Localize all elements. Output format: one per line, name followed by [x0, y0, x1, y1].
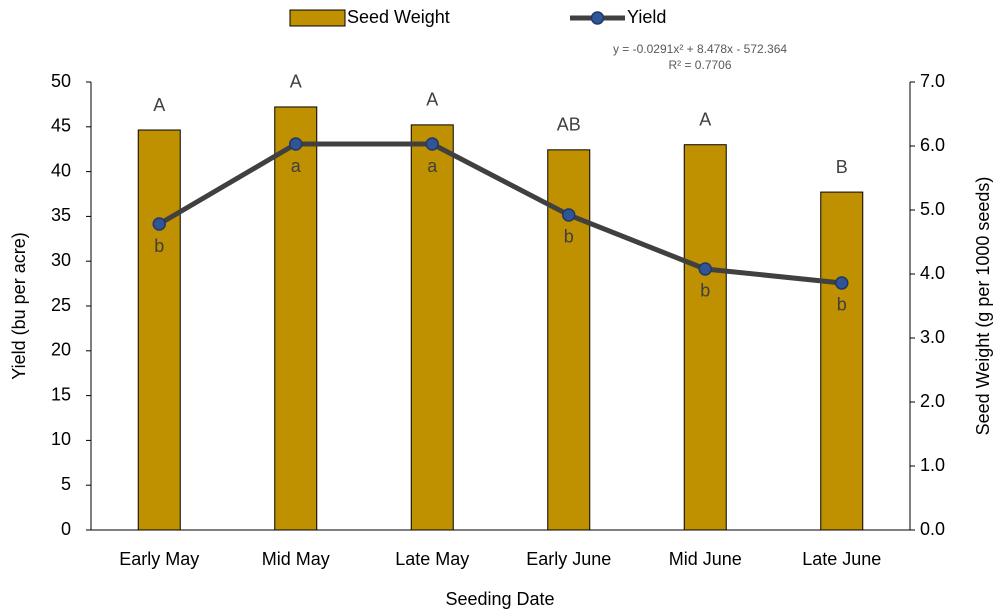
- trendline-equation: y = -0.0291x² + 8.478x - 572.364: [613, 42, 787, 56]
- x-tick-label: Early May: [119, 549, 199, 569]
- line-marker: [698, 262, 712, 276]
- x-tick-label: Late June: [802, 549, 881, 569]
- y-tick-label: 0: [61, 519, 71, 539]
- y-tick-label: 20: [51, 340, 71, 360]
- line-letter: a: [291, 156, 302, 176]
- line-letter: b: [837, 295, 847, 315]
- line-marker: [835, 276, 849, 290]
- line-letter: b: [154, 236, 164, 256]
- x-tick-label: Late May: [395, 549, 469, 569]
- y-tick-label: 15: [51, 384, 71, 404]
- y2-tick-label: 4.0: [920, 263, 945, 283]
- y-tick-label: 5: [61, 474, 71, 494]
- bar: [683, 144, 727, 531]
- y-tick-label: 40: [51, 160, 71, 180]
- y2-tick-label: 6.0: [920, 135, 945, 155]
- legend-label: Seed Weight: [347, 7, 450, 27]
- y-tick-label: 45: [51, 116, 71, 136]
- legend-swatch: [289, 9, 346, 27]
- y-tick-label: 50: [51, 71, 71, 91]
- line: [157, 141, 843, 286]
- bar: [410, 124, 454, 531]
- bar-letter: AB: [557, 115, 581, 135]
- trendline-r2: R² = 0.7706: [668, 58, 731, 72]
- y-tick-label: 30: [51, 250, 71, 270]
- y2-tick-label: 7.0: [920, 71, 945, 91]
- y-tick-label: 10: [51, 429, 71, 449]
- y2-tick-label: 5.0: [920, 199, 945, 219]
- line-letter: a: [427, 156, 438, 176]
- x-tick-label: Mid June: [669, 549, 742, 569]
- legend-label: Yield: [627, 7, 666, 27]
- bar: [274, 106, 318, 531]
- y2-tick-label: 3.0: [920, 327, 945, 347]
- bar: [820, 191, 864, 531]
- y-tick-label: 35: [51, 205, 71, 225]
- x-axis-title: Seeding Date: [445, 589, 554, 609]
- line-letter: b: [700, 281, 710, 301]
- bar-letter: A: [153, 95, 165, 115]
- bar-letter: B: [836, 157, 848, 177]
- y-tick-label: 25: [51, 295, 71, 315]
- line-marker: [425, 137, 439, 151]
- bar: [137, 129, 181, 531]
- bar-letter: A: [426, 90, 438, 110]
- bar-letter: A: [290, 72, 302, 92]
- legend-marker: [590, 11, 605, 25]
- line-marker: [562, 208, 576, 222]
- x-tick-label: Mid May: [262, 549, 330, 569]
- line-marker: [289, 137, 303, 151]
- bar-letter: A: [699, 109, 711, 129]
- y-axis-title: Yield (bu per acre): [9, 232, 29, 379]
- x-tick-label: Early June: [526, 549, 611, 569]
- y2-tick-label: 1.0: [920, 455, 945, 475]
- y2-tick-label: 0.0: [920, 519, 945, 539]
- y2-tick-label: 2.0: [920, 391, 945, 411]
- y2-axis-title: Seed Weight (g per 1000 seeds): [973, 177, 993, 436]
- line-letter: b: [564, 227, 574, 247]
- line-marker: [152, 217, 166, 231]
